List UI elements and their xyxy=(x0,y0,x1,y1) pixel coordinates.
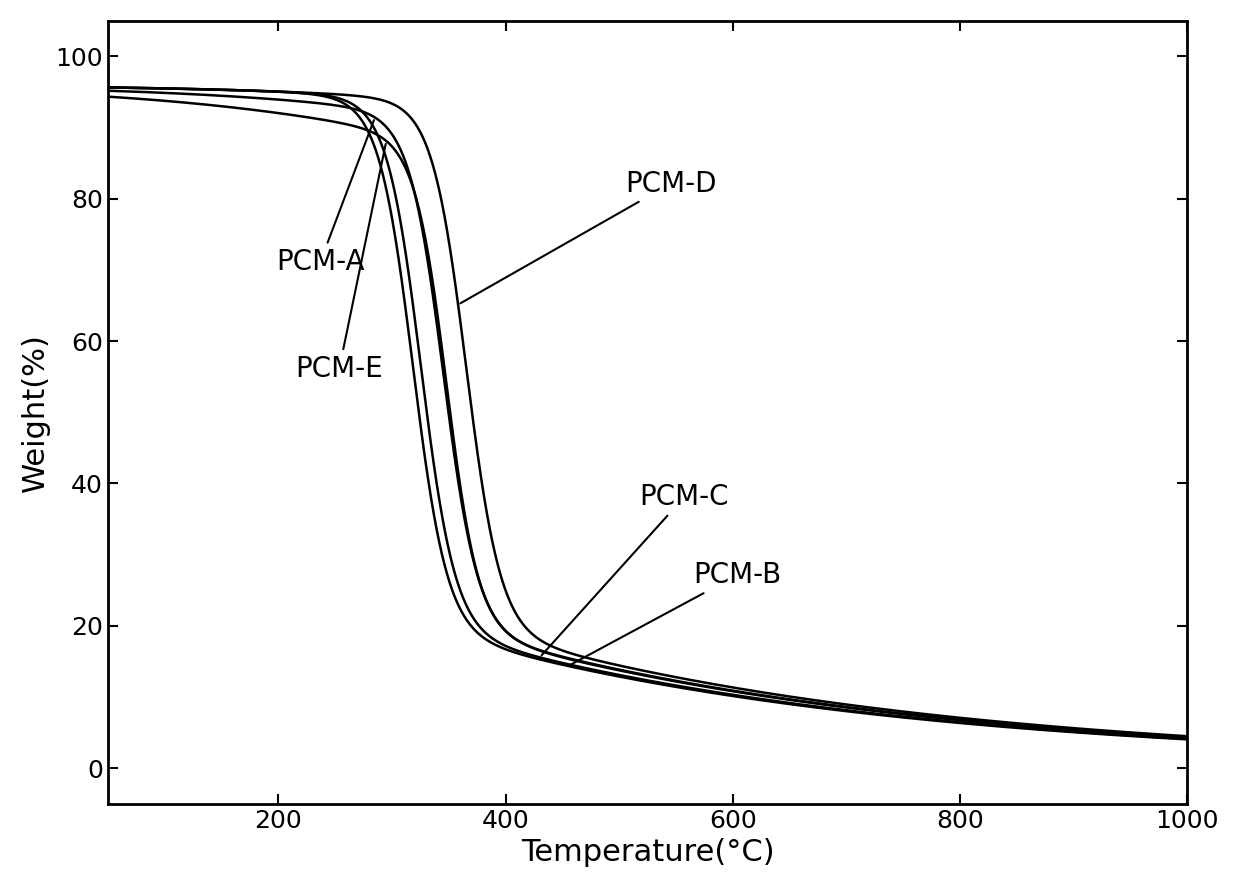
Y-axis label: Weight(%): Weight(%) xyxy=(21,333,50,492)
X-axis label: Temperature(°C): Temperature(°C) xyxy=(521,838,775,868)
Text: PCM-C: PCM-C xyxy=(542,483,729,655)
Text: PCM-D: PCM-D xyxy=(460,170,717,304)
Text: PCM-A: PCM-A xyxy=(277,120,374,276)
Text: PCM-B: PCM-B xyxy=(570,561,781,665)
Text: PCM-E: PCM-E xyxy=(295,144,386,383)
